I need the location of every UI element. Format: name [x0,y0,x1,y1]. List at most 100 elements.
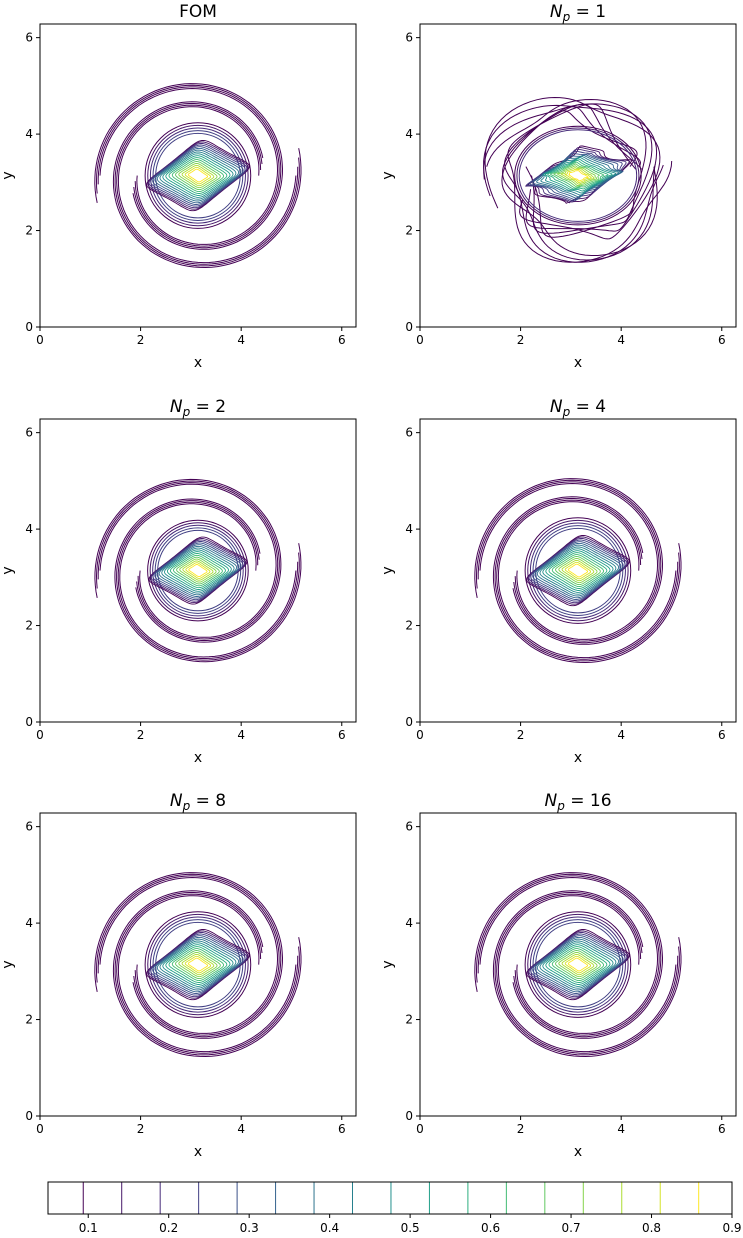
x-tick-label: 0 [416,728,424,742]
contour-line [567,957,589,972]
contour-line [178,952,218,978]
contour-line [171,159,225,193]
contour-line [551,948,605,982]
contour-line [516,127,640,224]
x-axis-label: x [194,1144,202,1160]
x-tick-label: 0 [416,1122,424,1136]
contour-line [116,893,299,1054]
contour-line [507,103,673,263]
contour-line [152,130,244,221]
contour-line [95,480,280,641]
contour-line [479,876,659,1034]
contour-line [171,948,225,982]
x-tick-label: 6 [338,1122,346,1136]
contour-line [530,539,626,602]
contour-line [144,122,252,229]
colorbar-tick-label: 0.2 [159,1221,178,1235]
contour-line [564,955,592,974]
contour-line [496,893,679,1054]
contour-line [560,167,595,185]
contour-line [543,157,617,194]
contour-line [518,129,638,222]
contour-line [564,561,592,580]
x-axis-label: x [574,750,582,766]
contour-line [147,519,249,622]
contour-line [477,875,660,1036]
contour-line [527,519,629,622]
contour-line [150,933,246,996]
contour-line [567,563,589,578]
y-tick-label: 2 [405,1013,413,1027]
contour-line [149,916,246,1013]
x-tick-label: 6 [718,728,726,742]
contour-line [539,546,617,595]
contour-line [158,545,238,596]
contour-line [94,478,282,643]
x-tick-label: 2 [137,728,145,742]
contour-line [547,159,609,190]
contour-line [187,168,209,183]
panel-title: Np = 16 [544,791,611,813]
y-tick-label: 0 [25,320,33,334]
contour-line [99,483,277,638]
contour-line [175,950,221,980]
y-tick-label: 0 [25,1109,33,1123]
x-axis-label: x [574,355,582,371]
colorbar-tick-label: 0.7 [562,1221,581,1235]
x-tick-label: 0 [36,1122,44,1136]
x-axis-label: x [194,750,202,766]
contour-line [475,873,662,1038]
contour-line [530,933,626,996]
y-tick-label: 4 [405,127,413,141]
contour-line [159,151,237,200]
contour-lines [94,478,302,663]
contour-line [526,534,630,607]
contour-line [492,496,682,664]
contour-line [164,549,232,592]
x-tick-label: 0 [36,728,44,742]
x-tick-label: 2 [137,1122,145,1136]
x-tick-label: 2 [517,333,525,347]
y-tick-label: 6 [25,820,33,834]
y-tick-label: 2 [25,224,33,238]
colorbar: 0.1 0.2 0.3 0.4 0.5 0.6 0.7 0.8 0.9 [47,1181,742,1235]
contour-lines [474,478,682,664]
contour-line [494,498,680,662]
contour-line [149,522,247,619]
contour-line [539,940,617,989]
contour-line [166,551,229,590]
y-tick-label: 4 [25,522,33,536]
contour-line [483,103,653,234]
contour-line [148,536,248,605]
contour-line [497,501,677,659]
contour-line [545,550,611,591]
colorbar-tick-label: 0.3 [240,1221,259,1235]
contour-line [154,527,242,614]
contour-line [484,96,661,240]
contour-line [558,952,598,978]
y-axis-label: y [0,960,16,968]
contour-line [536,544,620,597]
x-tick-label: 4 [617,333,625,347]
contour-line [94,872,284,1039]
contour-line [529,153,624,201]
contour-line [494,892,680,1056]
contour-line [165,155,231,196]
contour-line [162,942,234,987]
contour-line [548,552,608,589]
contour-line [152,919,244,1010]
y-tick-label: 4 [405,522,413,536]
contour-line [173,554,223,587]
contour-line [474,478,664,645]
contour-line [555,556,601,586]
colorbar-tick-label: 0.5 [401,1221,420,1235]
contour-line [95,873,282,1038]
contour-line [94,83,284,250]
contour-line [117,501,299,659]
y-axis-label: y [380,566,396,574]
contour-line [146,928,250,1001]
contour-line [155,132,241,219]
contour-line [542,548,614,593]
y-axis-label: y [380,171,396,179]
panel-title: Np = 1 [550,2,606,24]
